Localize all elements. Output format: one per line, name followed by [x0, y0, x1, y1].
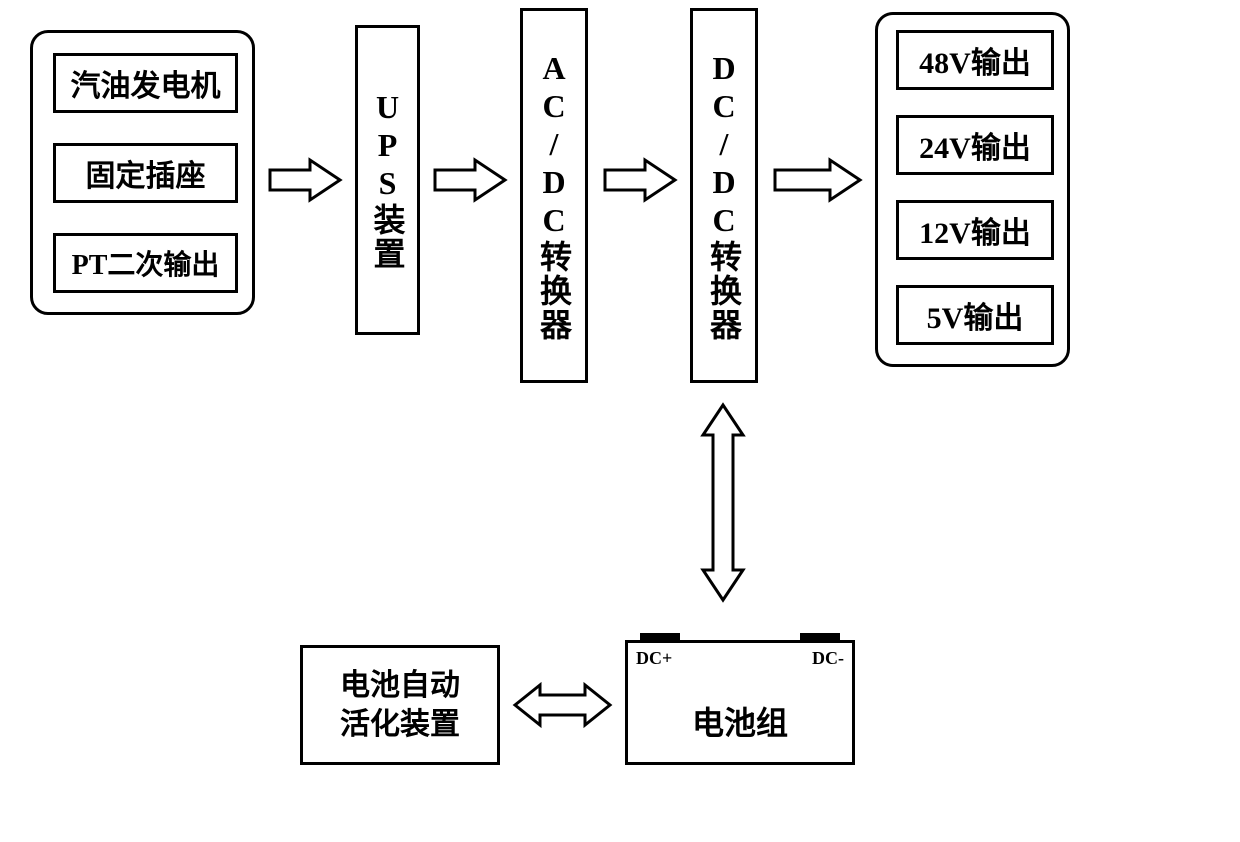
ups-label: UPS装置 — [365, 89, 411, 271]
battery-pack: DC+ DC- 电池组 — [625, 640, 855, 765]
output-label: 24V输出 — [919, 123, 1031, 167]
output-24v: 24V输出 — [896, 115, 1054, 175]
battery-main-label: 电池组 — [628, 698, 852, 744]
arrow-input-to-ups — [265, 155, 345, 205]
input-item-pt-secondary-output: PT二次输出 — [53, 233, 238, 293]
input-sources-group: 汽油发电机 固定插座 PT二次输出 — [30, 30, 255, 315]
arrow-ups-to-acdc — [430, 155, 510, 205]
acdc-converter: AC/DC转换器 — [520, 8, 588, 383]
acdc-label: AC/DC转换器 — [531, 50, 577, 342]
arrow-acdc-to-dcdc — [600, 155, 680, 205]
battery-dc-minus-label: DC- — [812, 648, 844, 669]
input-item-label: 固定插座 — [86, 151, 206, 195]
arrow-activation-battery-bidirectional — [510, 680, 615, 730]
battery-dc-plus-label: DC+ — [636, 648, 672, 669]
battery-terminal-positive — [640, 633, 680, 643]
output-label: 5V输出 — [927, 293, 1024, 337]
battery-terminal-negative — [800, 633, 840, 643]
output-label: 48V输出 — [919, 38, 1031, 82]
ups-device: UPS装置 — [355, 25, 420, 335]
dcdc-converter: DC/DC转换器 — [690, 8, 758, 383]
arrow-dcdc-to-outputs — [770, 155, 865, 205]
input-item-fixed-socket: 固定插座 — [53, 143, 238, 203]
output-12v: 12V输出 — [896, 200, 1054, 260]
battery-activation-device: 电池自动 活化装置 — [300, 645, 500, 765]
dcdc-label: DC/DC转换器 — [701, 50, 747, 342]
output-voltages-group: 48V输出 24V输出 12V输出 5V输出 — [875, 12, 1070, 367]
input-item-label: 汽油发电机 — [71, 61, 221, 105]
output-48v: 48V输出 — [896, 30, 1054, 90]
input-item-gasoline-generator: 汽油发电机 — [53, 53, 238, 113]
output-label: 12V输出 — [919, 208, 1031, 252]
activation-label: 电池自动 活化装置 — [340, 666, 460, 744]
input-item-label: PT二次输出 — [72, 243, 220, 283]
arrow-dcdc-battery-bidirectional — [698, 400, 748, 605]
output-5v: 5V输出 — [896, 285, 1054, 345]
